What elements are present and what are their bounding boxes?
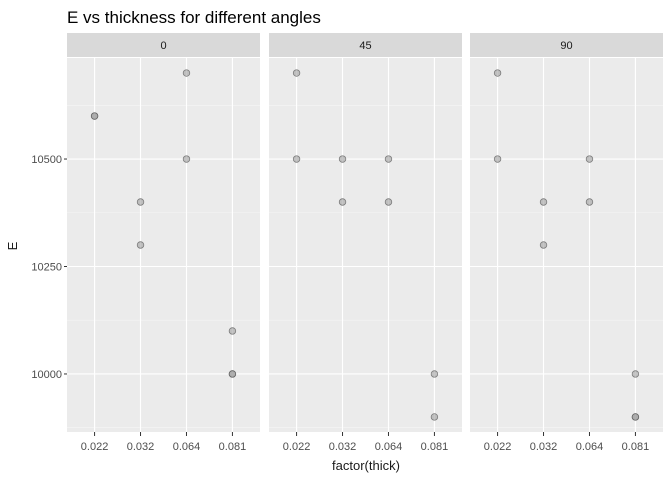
x-tick-label: 0.022 xyxy=(283,441,311,453)
facet-strip xyxy=(269,33,462,57)
data-point xyxy=(539,241,548,249)
y-tick-label: 10000 xyxy=(31,369,62,381)
data-point xyxy=(182,69,191,77)
x-tick-label: 0.032 xyxy=(329,441,357,453)
data-point xyxy=(384,198,393,206)
data-point xyxy=(631,370,640,378)
data-point xyxy=(292,155,301,163)
x-tick-label: 0.032 xyxy=(127,441,155,453)
facet-strip xyxy=(470,33,663,57)
panel-background xyxy=(470,58,663,432)
x-tick-label: 0.022 xyxy=(484,441,512,453)
data-point xyxy=(292,69,301,77)
facet-strip-label: 0 xyxy=(160,40,166,52)
data-point xyxy=(90,112,99,120)
facet-strip-label: 45 xyxy=(359,40,371,52)
panel-background xyxy=(269,58,462,432)
panel-background xyxy=(67,58,260,432)
x-tick-label: 0.022 xyxy=(81,441,109,453)
x-tick-label: 0.081 xyxy=(622,441,650,453)
x-tick-label: 0.081 xyxy=(219,441,247,453)
chart-title: E vs thickness for different angles xyxy=(67,8,321,27)
x-tick-label: 0.064 xyxy=(173,441,201,453)
y-tick-label: 10500 xyxy=(31,154,62,166)
data-point xyxy=(384,155,393,163)
data-point xyxy=(228,327,237,335)
data-point xyxy=(493,69,502,77)
x-axis-label: factor(thick) xyxy=(332,458,400,473)
data-point xyxy=(136,198,145,206)
facet-strip xyxy=(67,33,260,57)
facet-panel-90: 90 0.022 0.032 0.064 0.081 xyxy=(470,33,663,453)
data-point xyxy=(338,155,347,163)
data-point xyxy=(631,413,640,421)
x-tick-label: 0.032 xyxy=(530,441,558,453)
facet-panel-0: 0 0.022 0.032 0.064 0.081 xyxy=(67,33,260,453)
facet-strip-label: 90 xyxy=(560,40,572,52)
facets-layer: 10000 10250 10500 0 0.022 0.032 0.064 0.081 45 0.… xyxy=(31,33,663,453)
data-point xyxy=(585,198,594,206)
facet-panel-45: 45 0.022 0.032 0.064 0.081 xyxy=(269,33,462,453)
data-point xyxy=(136,241,145,249)
data-point xyxy=(338,198,347,206)
x-tick-label: 0.081 xyxy=(421,441,449,453)
y-axis-label: E xyxy=(5,241,20,250)
x-tick-label: 0.064 xyxy=(576,441,604,453)
data-point xyxy=(493,155,502,163)
data-point xyxy=(585,155,594,163)
data-point xyxy=(430,370,439,378)
data-point xyxy=(539,198,548,206)
data-point xyxy=(182,155,191,163)
y-tick-label: 10250 xyxy=(31,261,62,273)
x-tick-label: 0.064 xyxy=(375,441,403,453)
data-point xyxy=(228,370,237,378)
data-point xyxy=(430,413,439,421)
